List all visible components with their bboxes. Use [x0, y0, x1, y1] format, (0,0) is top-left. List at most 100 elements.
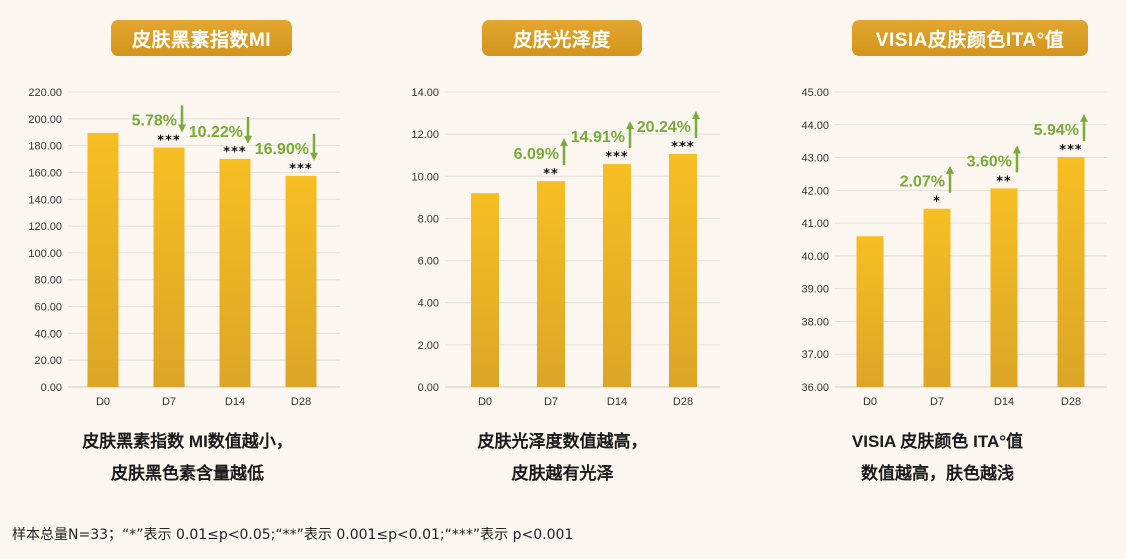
significance-stars: *** [1059, 143, 1082, 158]
arrow-down-icon [178, 105, 186, 133]
caption-line-2: 数值越高，肤色越浅 [861, 464, 1014, 483]
y-tick-label: 160.00 [28, 167, 62, 179]
y-tick-label: 180.00 [28, 141, 62, 153]
y-tick-label: 43.00 [801, 153, 829, 165]
x-tick-label: D7 [544, 396, 558, 408]
x-tick-label: D28 [291, 396, 311, 408]
change-percent-label: 5.78% [132, 113, 177, 130]
significance-stars: ** [996, 174, 1012, 189]
change-percent-label: 20.24% [637, 119, 691, 136]
change-percent-label: 5.94% [1034, 122, 1079, 139]
bar [669, 153, 697, 387]
bar [87, 132, 119, 387]
caption-line-1: 皮肤黑素指数 MI数值越小， [82, 432, 293, 451]
y-tick-label: 0.00 [41, 382, 62, 394]
change-percent-label: 10.22% [189, 124, 243, 141]
arrow-down-icon [244, 116, 252, 144]
y-tick-label: 100.00 [28, 248, 62, 260]
y-tick-label: 4.00 [418, 298, 439, 310]
y-tick-label: 39.00 [801, 284, 829, 296]
caption-line-2: 皮肤越有光泽 [511, 464, 614, 483]
y-tick-label: 80.00 [34, 275, 62, 287]
y-tick-label: 44.00 [801, 120, 829, 132]
arrow-up-icon [560, 138, 568, 166]
x-tick-label: D0 [96, 396, 110, 408]
chart-panel-ita: VISIA皮肤颜色ITA°值 36.00 37.00 38.00 39.00 40.00… [750, 0, 1125, 520]
y-tick-label: 14.00 [411, 87, 439, 99]
bar-chart-ita: 36.00 37.00 38.00 39.00 40.00 41.00 42.00 43.00… [801, 87, 1107, 408]
bar [990, 188, 1018, 387]
arrow-up-icon [626, 121, 634, 149]
y-tick-label: 12.00 [411, 129, 439, 141]
y-tick-label: 40.00 [34, 328, 62, 340]
y-tick-label: 10.00 [411, 171, 439, 183]
y-tick-label: 36.00 [801, 382, 829, 394]
bar [153, 147, 185, 387]
change-percent-label: 6.09% [514, 146, 559, 163]
bar [471, 193, 499, 387]
change-percent-label: 16.90% [255, 141, 309, 158]
chart-caption: 皮肤黑素指数 MI数值越小， 皮肤黑色素含量越低 [0, 426, 375, 490]
arrow-up-icon [692, 110, 700, 138]
chart-title: 皮肤黑素指数MI [111, 20, 292, 56]
y-tick-label: 42.00 [801, 185, 829, 197]
chart-caption: VISIA 皮肤颜色 ITA°值 数值越高，肤色越浅 [750, 426, 1125, 490]
caption-line-1: 皮肤光泽度数值越高， [477, 432, 648, 451]
y-tick-label: 37.00 [801, 349, 829, 361]
significance-stars: *** [223, 145, 246, 160]
y-tick-label: 120.00 [28, 221, 62, 233]
arrow-up-icon [1013, 145, 1021, 173]
y-tick-label: 20.00 [34, 355, 62, 367]
y-tick-label: 41.00 [801, 218, 829, 230]
change-percent-label: 3.60% [967, 153, 1012, 170]
significance-stars: ** [543, 167, 559, 182]
x-tick-label: D28 [673, 396, 693, 408]
x-tick-label: D0 [478, 396, 492, 408]
chart-title: VISIA皮肤颜色ITA°值 [852, 20, 1088, 56]
bar [537, 181, 565, 387]
y-tick-label: 8.00 [418, 213, 439, 225]
x-tick-label: D28 [1061, 396, 1081, 408]
footnote: 样本总量N=33；“*”表示 0.01≤p<0.05;“**”表示 0.001≤… [12, 527, 574, 543]
y-tick-label: 140.00 [28, 194, 62, 206]
bar-chart-gloss: 0.00 2.00 4.00 6.00 8.00 10.00 12.00 14.00 D0 D7 *… [411, 87, 720, 408]
change-percent-label: 2.07% [900, 174, 945, 191]
x-tick-label: D14 [607, 396, 627, 408]
chart-title: 皮肤光泽度 [482, 20, 642, 56]
bar [603, 164, 631, 387]
bar [856, 236, 884, 387]
y-tick-label: 220.00 [28, 87, 62, 99]
arrow-up-icon [946, 165, 954, 193]
bar [219, 158, 251, 387]
significance-stars: * [933, 195, 941, 210]
bar [1057, 156, 1085, 387]
significance-stars: *** [605, 150, 628, 165]
change-percent-label: 14.91% [571, 129, 625, 146]
chart-panel-gloss: 皮肤光泽度 0.00 2.00 4.00 6.00 8.00 10.00 12.00 14.0… [375, 0, 750, 520]
y-tick-label: 6.00 [418, 256, 439, 268]
bar [923, 208, 951, 387]
bar [285, 175, 317, 387]
x-tick-label: D14 [225, 396, 245, 408]
arrow-down-icon [310, 133, 318, 161]
chart-caption: 皮肤光泽度数值越高， 皮肤越有光泽 [375, 426, 750, 490]
caption-line-1: VISIA 皮肤颜色 ITA°值 [851, 432, 1024, 451]
y-tick-label: 60.00 [34, 302, 62, 314]
x-tick-label: D0 [863, 396, 877, 408]
y-tick-label: 200.00 [28, 114, 62, 126]
x-tick-label: D14 [994, 396, 1014, 408]
y-tick-label: 0.00 [418, 382, 439, 394]
y-tick-label: 2.00 [418, 340, 439, 352]
bar-chart-mi: 0.00 20.00 40.00 60.00 80.00 100.00 120.00 140.… [28, 87, 340, 408]
significance-stars: *** [157, 134, 180, 149]
arrow-up-icon [1080, 113, 1088, 141]
x-tick-label: D7 [930, 396, 944, 408]
chart-panel-mi: 皮肤黑素指数MI 0.00 20.00 40.00 60.00 80.00 100.00 1… [0, 0, 375, 520]
significance-stars: *** [289, 162, 312, 177]
y-tick-label: 38.00 [801, 316, 829, 328]
y-tick-label: 45.00 [801, 87, 829, 99]
caption-line-2: 皮肤黑色素含量越低 [111, 464, 264, 483]
significance-stars: *** [671, 140, 694, 155]
x-tick-label: D7 [162, 396, 176, 408]
y-tick-label: 40.00 [801, 251, 829, 263]
